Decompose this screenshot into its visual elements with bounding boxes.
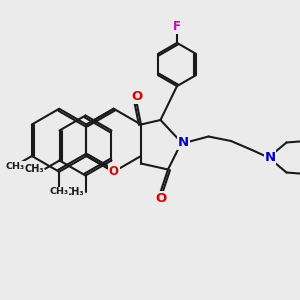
Text: N: N <box>264 151 276 164</box>
Text: F: F <box>173 20 181 33</box>
Text: CH₃: CH₃ <box>64 187 84 197</box>
Text: CH₃: CH₃ <box>50 187 69 196</box>
Text: CH₃: CH₃ <box>24 164 44 174</box>
Text: O: O <box>109 165 119 178</box>
Text: O: O <box>131 90 142 103</box>
Text: O: O <box>155 191 166 205</box>
Text: N: N <box>178 136 189 149</box>
Text: CH₃: CH₃ <box>5 162 25 171</box>
